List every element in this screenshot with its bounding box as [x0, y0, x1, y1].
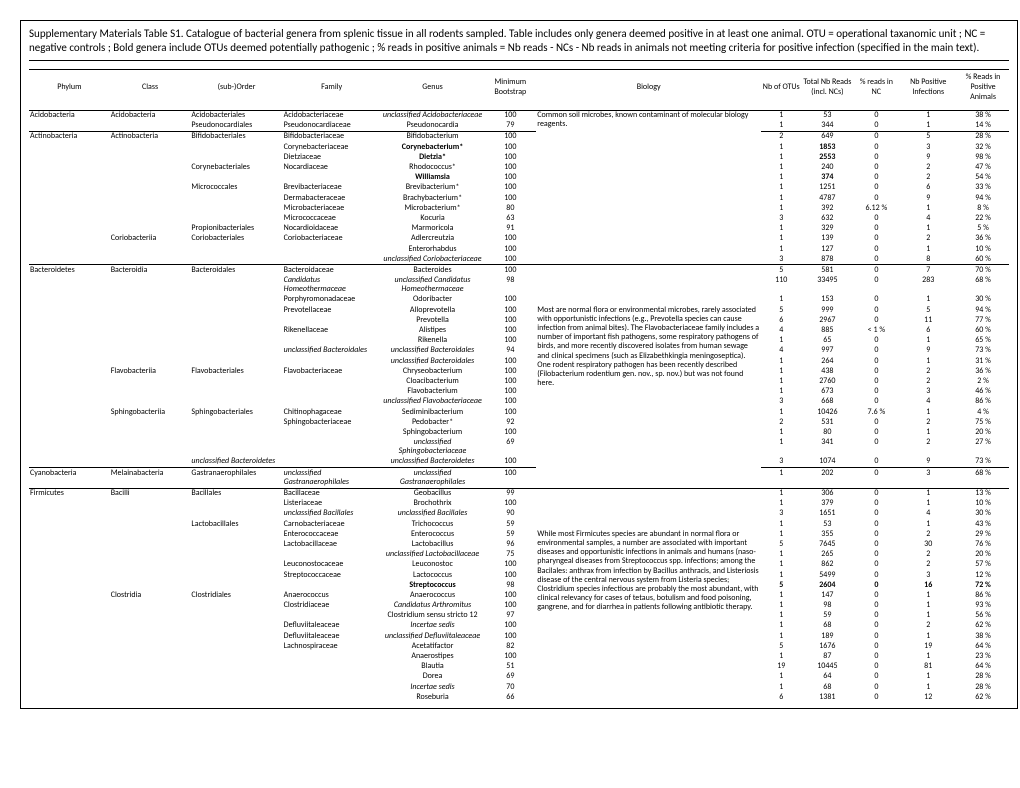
hdr-genus: Genus — [381, 69, 485, 104]
table-row: unclassified Coriobacteriaceae1003878086… — [29, 254, 1009, 265]
table-row: Prevotella1006296701177 % — [29, 315, 1009, 325]
table-row: SphingobacteriiaSphingobacterialesChitin… — [29, 407, 1009, 417]
table-row: unclassified Sphingobacteriaceae69134102… — [29, 438, 1009, 457]
table-row: MicrobacteriaceaeMicrobacterium*8013926.… — [29, 203, 1009, 213]
table-row: DefluviitaleaceaeIncertae sedis100168026… — [29, 621, 1009, 631]
hdr-pnc: % reads in NC — [853, 69, 899, 104]
hdr-boot: Minimum Bootstrap — [484, 69, 536, 104]
table-row: StreptococcaceaeLactococcus100154990312 … — [29, 570, 1009, 580]
table-row: DietziaceaeDietzia*100125530998 % — [29, 152, 1009, 162]
table-row: BacteroidetesBacteroidiaBacteroidalesBac… — [29, 265, 1009, 276]
table-row: CyanobacteriaMelainabacteriaGastranaerop… — [29, 468, 1009, 488]
hdr-family: Family — [283, 69, 381, 104]
table-row: ListeriaceaeBrochothrix10013790110 % — [29, 499, 1009, 509]
table-row: PseudonocardialesPseudonocardiaceaePseud… — [29, 121, 1009, 132]
table-row: PropionibacterialesNocardioidaceaeMarmor… — [29, 224, 1009, 234]
table-row: Cloacibacterium10012760022 % — [29, 376, 1009, 386]
table-row: Dorea691640128 % — [29, 672, 1009, 682]
table-header: Phylum Class (sub-)Order Family Genus Mi… — [29, 69, 1009, 110]
hdr-npi: Nb Positive Infections — [899, 69, 957, 104]
table-row: LachnospiraceaeAcetatifactor825167601964… — [29, 641, 1009, 651]
table-row: LactobacillaceaeLactobacillus96576450307… — [29, 539, 1009, 549]
table-row: ClostridiaceaeCandidatus Arthromitus1001… — [29, 601, 1009, 611]
hdr-order: (sub-)Order — [190, 69, 282, 104]
table-body: AcidobacteriaAcidobacteriaAcidobacterial… — [29, 110, 1009, 702]
table-row: AcidobacteriaAcidobacteriaAcidobacterial… — [29, 110, 1009, 121]
hdr-class: Class — [110, 69, 191, 104]
table-row: Rikenella1001650165 % — [29, 336, 1009, 346]
table-row: Streptococcus985260401672 % — [29, 580, 1009, 590]
table-row: Williamsia10013740254 % — [29, 173, 1009, 183]
table-row: MicrococcalesBrevibacteriaceaeBrevibacte… — [29, 183, 1009, 193]
table-row: Candidatus Homeothermaceaeunclassified C… — [29, 276, 1009, 295]
hdr-reads: Total Nb Reads (incl. NCs) — [801, 69, 853, 104]
table-row: Sphingobacterium1001800120 % — [29, 427, 1009, 437]
hdr-bio: Biology — [536, 69, 761, 104]
table-row: SphingobacteriaceaePedobacter*9225310275… — [29, 417, 1009, 427]
table-row: ClostridiaClostridialesAnaerococcusAnaer… — [29, 590, 1009, 600]
table-row: unclassified Lactobacillaceae7512650220 … — [29, 550, 1009, 560]
table-row: Defluviitaleaceaeunclassified Defluviita… — [29, 631, 1009, 641]
table-row: unclassified Flavobacteriaceae1003668048… — [29, 397, 1009, 407]
table-row: DermabacteraceaeBrachybacterium*10014787… — [29, 193, 1009, 203]
table-row: CorynebacterialesNocardiaceaeRhodococcus… — [29, 163, 1009, 173]
table-row: Enterorhabdus10011270110 % — [29, 244, 1009, 254]
table-row: LeuconostocaceaeLeuconostoc10018620257 % — [29, 560, 1009, 570]
table-row: EnterococcaceaeEnterococcus59While most … — [29, 529, 1009, 539]
table-row: PorphyromonadaceaeOdoribacter10011530130… — [29, 295, 1009, 305]
page-container: Supplementary Materials Table S1. Catalo… — [20, 20, 1018, 709]
table-row: Flavobacterium10016730346 % — [29, 387, 1009, 397]
hdr-ppa: % Reads in Positive Animals — [957, 69, 1009, 104]
table-row: unclassified Bacteroidales10012640131 % — [29, 356, 1009, 366]
table-row: Roseburia666138101262 % — [29, 692, 1009, 702]
table-row: LactobacillalesCarnobacteriaceaeTrichoco… — [29, 519, 1009, 529]
table-row: MicrococcaceaeKocuria6336320422 % — [29, 213, 1009, 223]
table-caption: Supplementary Materials Table S1. Catalo… — [29, 27, 1009, 61]
table-row: RikenellaceaeAlistipes1004885< 1 %660 % — [29, 326, 1009, 336]
table-row: Blautia51191044508164 % — [29, 662, 1009, 672]
table-row: PrevotellaceaeAlloprevotella100Most are … — [29, 305, 1009, 315]
table-row: FlavobacteriiaFlavobacterialesFlavobacte… — [29, 366, 1009, 376]
table-row: unclassified Bacteroidetesunclassified B… — [29, 457, 1009, 468]
table-row: CorynebacteriaceaeCorynebacterium*100118… — [29, 142, 1009, 152]
data-table: Phylum Class (sub-)Order Family Genus Mi… — [29, 69, 1009, 703]
hdr-otus: Nb of OTUs — [761, 69, 801, 104]
table-row: FirmicutesBacilliBacillalesBacillaceaeGe… — [29, 488, 1009, 499]
table-row: unclassified Bacteroidalesunclassified B… — [29, 346, 1009, 356]
table-row: CoriobacteriiaCoriobacterialesCoriobacte… — [29, 234, 1009, 244]
table-row: ActinobacteriaActinobacteriaBifidobacter… — [29, 131, 1009, 142]
hdr-phylum: Phylum — [29, 69, 110, 104]
table-row: Clostridium sensu stricto 12971590156 % — [29, 611, 1009, 621]
table-row: Incertae sedis701680128 % — [29, 682, 1009, 692]
table-row: unclassified Bacillalesunclassified Baci… — [29, 509, 1009, 519]
table-row: Anaerostipes1001870123 % — [29, 652, 1009, 662]
